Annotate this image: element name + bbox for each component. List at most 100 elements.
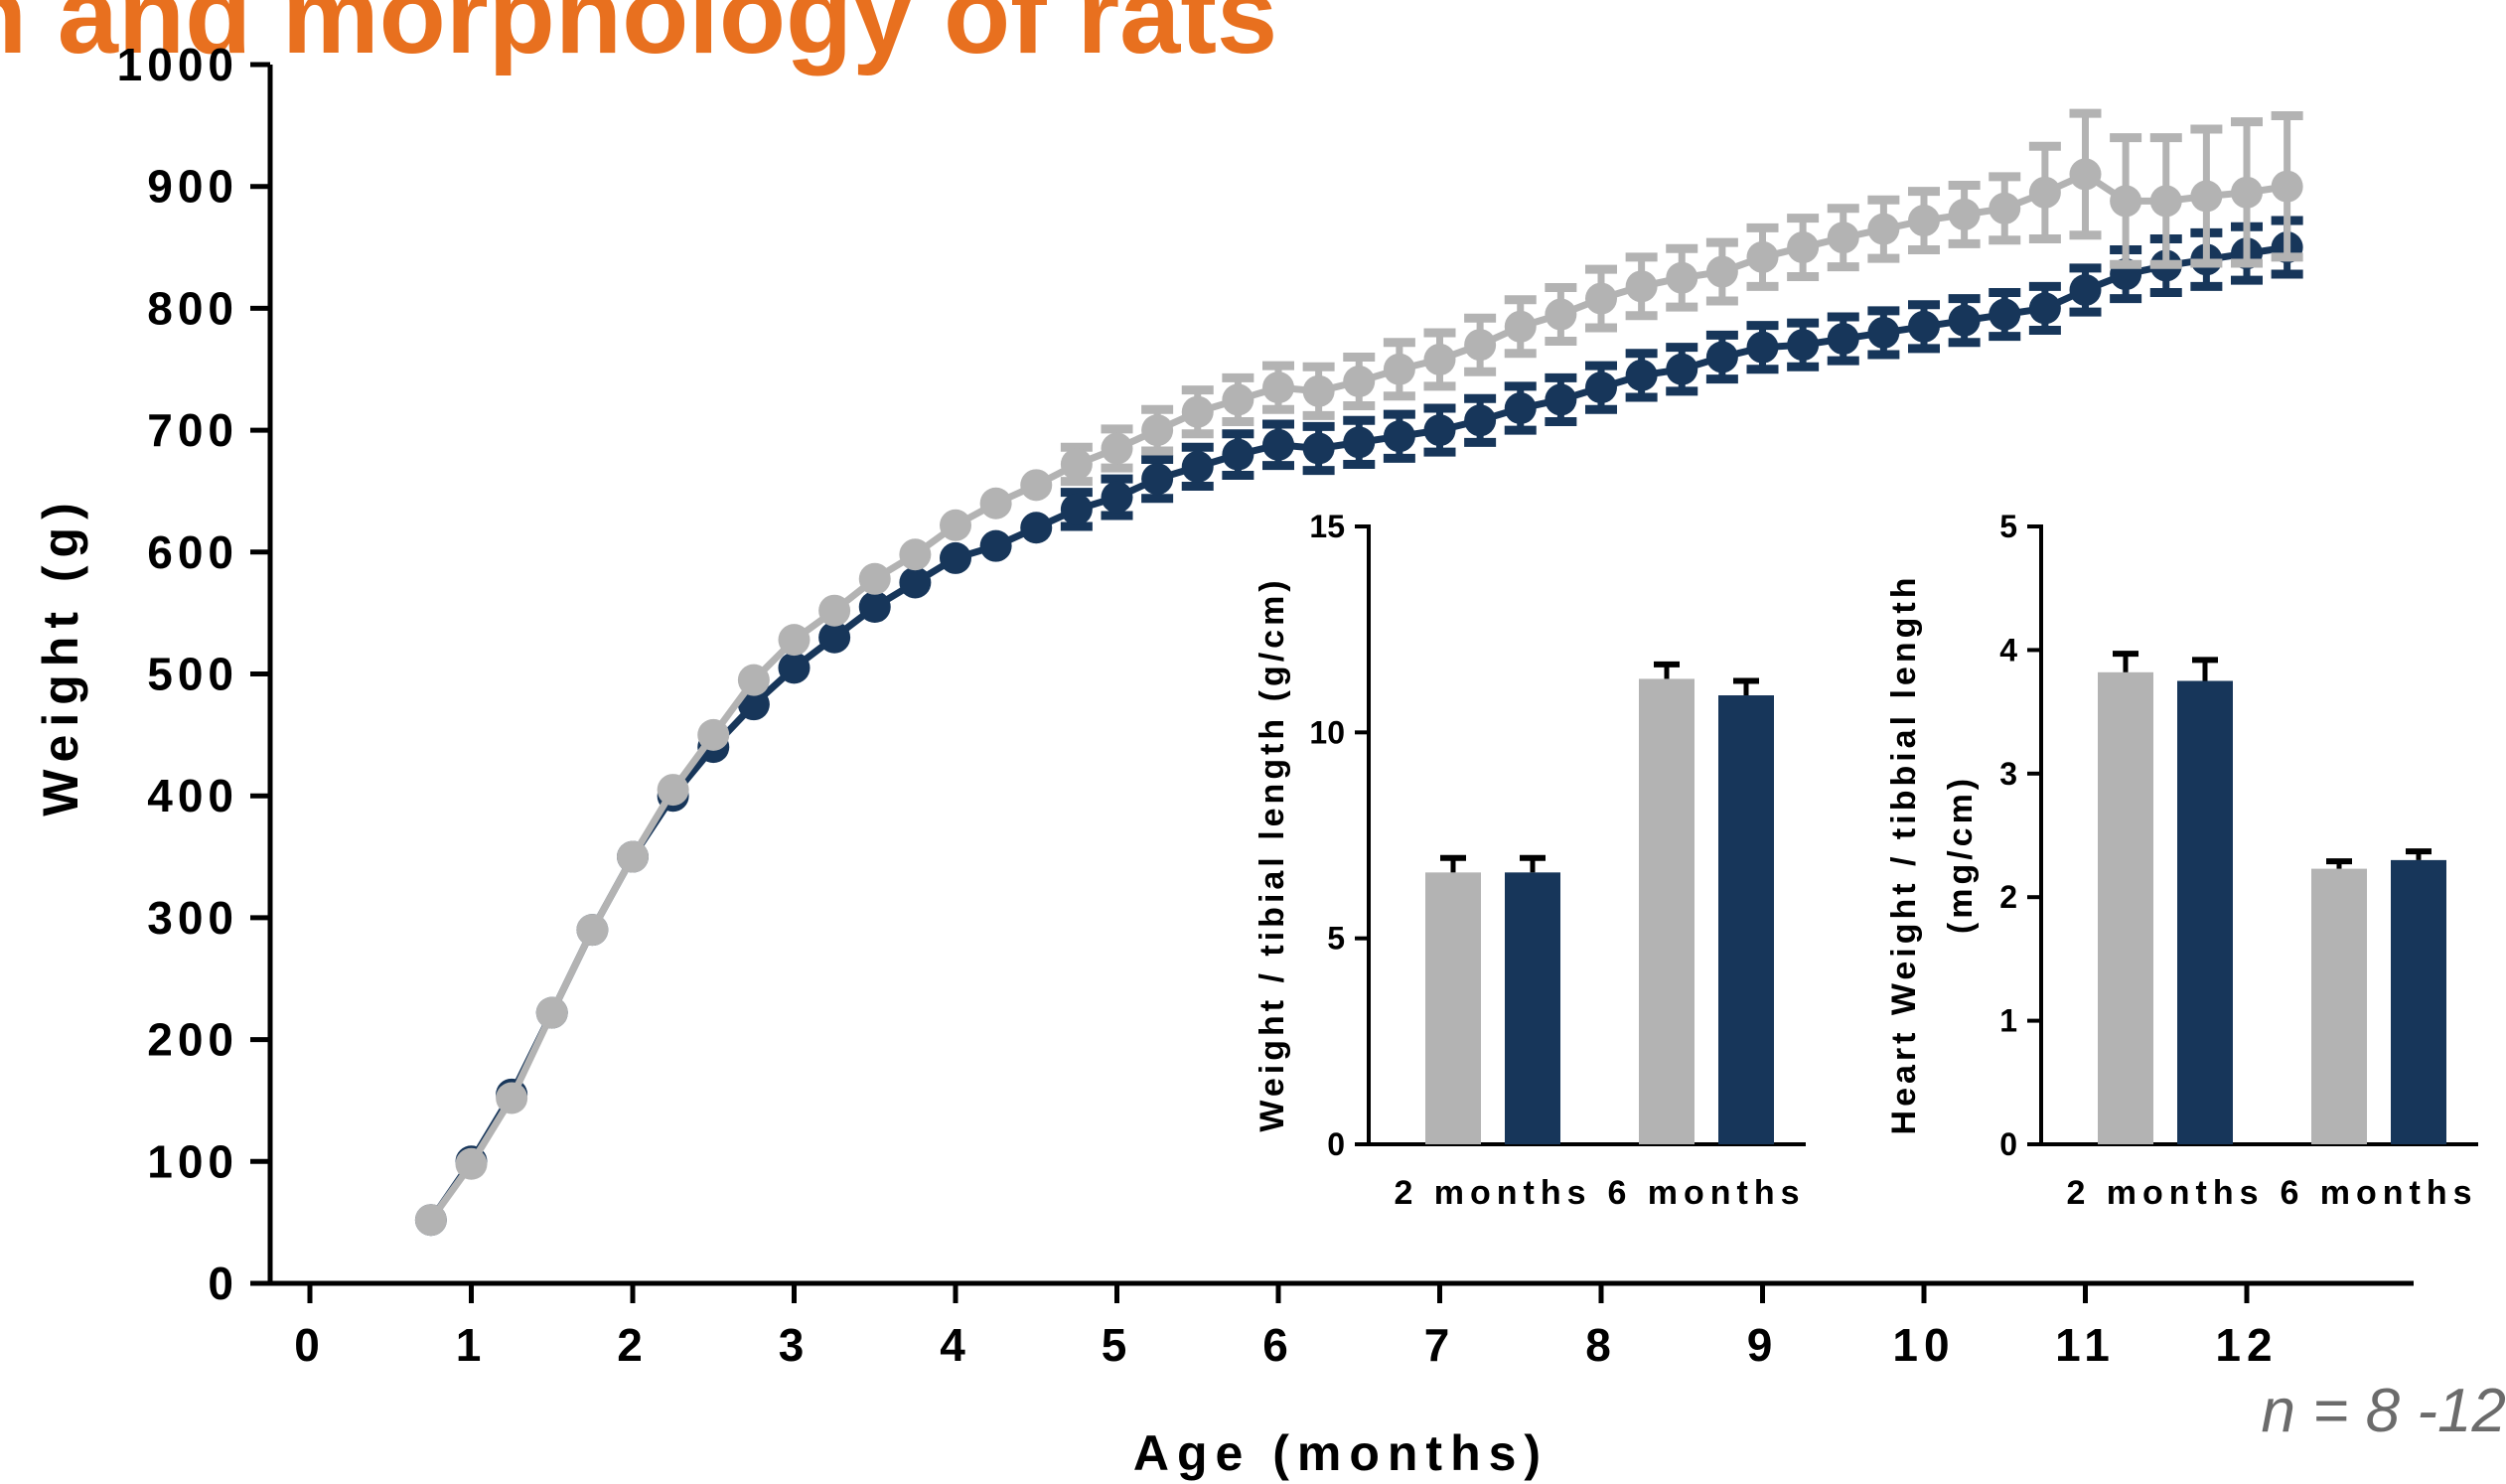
data-point (2028, 292, 2061, 325)
data-point (1343, 366, 1376, 398)
main-x-tick-label: 8 (1585, 1319, 1617, 1371)
data-point (1222, 438, 1254, 471)
data-point (414, 1204, 447, 1237)
inset-heart-tibial-y-tick-label: 5 (1999, 509, 2017, 544)
inset-heart-tibial-category-label: 6 months (2280, 1174, 2477, 1212)
main-y-tick-label: 200 (147, 1014, 238, 1066)
inset-weight-tibial-y-tick-label: 15 (1309, 509, 1345, 544)
data-point (657, 774, 689, 807)
main-x-tick-label: 6 (1262, 1319, 1294, 1371)
data-point (1060, 493, 1093, 525)
data-point (697, 718, 730, 751)
inset-heart-tibial-bar (2177, 680, 2233, 1144)
data-point (1302, 374, 1335, 407)
inset-heart-tibial-bar (2311, 868, 2367, 1144)
main-x-tick-label: 3 (779, 1319, 811, 1371)
data-point (818, 621, 851, 654)
data-point (2110, 185, 2142, 218)
data-point (1827, 222, 1859, 254)
data-point (1181, 450, 1214, 483)
inset-weight-tibial-y-tick-label: 5 (1327, 921, 1345, 957)
inset-weight-tibial-category-label: 6 months (1607, 1174, 1805, 1212)
inset-weight-tibial-bar (1505, 872, 1560, 1144)
data-point (1141, 414, 1174, 447)
data-point (1989, 298, 2021, 331)
inset-heart-tibial-y-tick-label: 3 (1999, 756, 2017, 792)
data-point (2231, 176, 2263, 209)
main-x-tick-label: 1 (456, 1319, 488, 1371)
data-point (1625, 270, 1658, 303)
data-point (1141, 463, 1174, 496)
data-point (1827, 323, 1859, 356)
data-point (1787, 329, 1820, 362)
data-point (617, 840, 649, 873)
data-point (1705, 341, 1738, 373)
data-point (1383, 420, 1415, 453)
main-y-tick-label: 0 (208, 1258, 238, 1309)
data-point (2149, 185, 2182, 218)
inset-heart-tibial-bar (2391, 859, 2446, 1144)
main-y-tick-label: 700 (147, 404, 238, 456)
data-point (899, 538, 932, 571)
data-point (2190, 180, 2223, 213)
data-point (818, 594, 851, 627)
main-x-tick-label: 5 (1102, 1319, 1133, 1371)
data-point (899, 566, 932, 599)
data-point (576, 914, 609, 947)
data-point (1948, 304, 1981, 337)
data-point (1383, 353, 1415, 385)
data-point (1020, 512, 1053, 544)
inset-heart-tibial-y-label: Heart Weight / tibbial length (1885, 574, 1923, 1135)
main-x-tick-label: 0 (294, 1319, 326, 1371)
main-x-tick-label: 4 (940, 1319, 971, 1371)
main-y-tick-label: 600 (147, 526, 238, 578)
main-y-tick-label: 100 (147, 1135, 238, 1187)
main-x-tick-label: 9 (1747, 1319, 1779, 1371)
sample-size-note: n = 8 -12 (2261, 1377, 2506, 1445)
data-point (737, 664, 770, 696)
data-point (1343, 426, 1376, 459)
main-y-tick-label: 500 (147, 649, 238, 700)
data-point (1262, 371, 1294, 404)
data-point (1464, 404, 1497, 437)
data-point (2271, 170, 2303, 203)
main-x-tick-label: 7 (1424, 1319, 1456, 1371)
data-point (858, 591, 891, 624)
data-point (1625, 359, 1658, 391)
data-point (1101, 481, 1133, 514)
data-point (979, 529, 1012, 562)
data-point (778, 652, 811, 684)
data-point (1222, 383, 1254, 416)
data-point (2069, 158, 2102, 191)
data-point (1423, 343, 1456, 375)
data-point (1666, 353, 1698, 385)
data-point (1302, 432, 1335, 465)
main-x-tick-label: 2 (617, 1319, 649, 1371)
data-point (1948, 198, 1981, 230)
data-point (1908, 205, 1940, 237)
data-point (940, 541, 971, 574)
data-point (1545, 298, 1577, 331)
main-y-axis-label: Weight (g) (33, 495, 88, 816)
inset-heart-tibial-bar (2098, 671, 2153, 1144)
data-point (778, 624, 811, 657)
slide-title-fragment: n and morphology of rats (0, 0, 1278, 76)
inset-heart-tibial-y-tick-label: 2 (1999, 879, 2017, 915)
data-point (455, 1147, 488, 1180)
data-point (2069, 273, 2102, 306)
data-point (1464, 329, 1497, 362)
data-point (979, 487, 1012, 519)
inset-heart-tibial-y-tick-label: 4 (1999, 632, 2017, 668)
data-point (1020, 469, 1053, 502)
series-gray (414, 108, 2303, 1237)
data-point (1504, 392, 1537, 425)
inset-heart-tibial: 0 1 2 3 4 5 2 months 6 months Heart Weight / tib… (1885, 509, 2478, 1212)
inset-heart-tibial-y-tick-label: 0 (1999, 1126, 2017, 1162)
main-x-tick-label: 11 (2055, 1319, 2116, 1371)
data-point (535, 996, 568, 1029)
data-point (2028, 176, 2061, 209)
data-point (1423, 414, 1456, 447)
inset-heart-tibial-category-label: 2 months (2066, 1174, 2264, 1212)
